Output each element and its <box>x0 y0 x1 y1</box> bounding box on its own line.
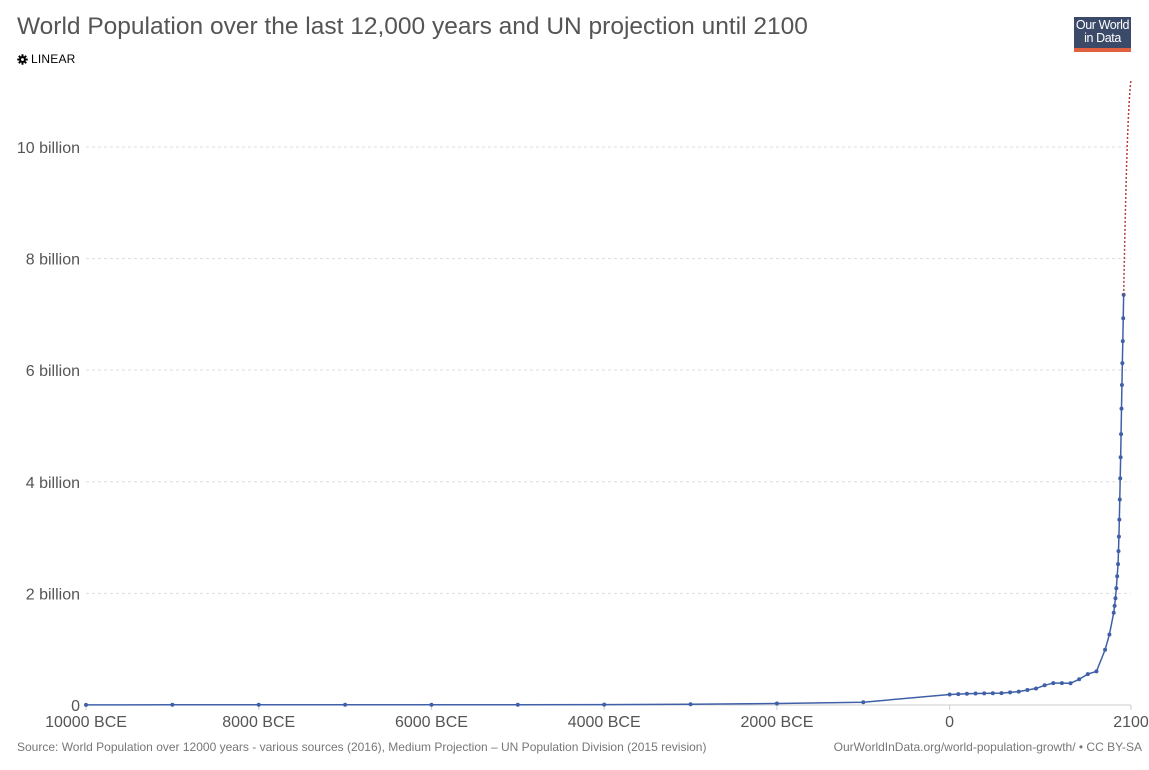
series-group <box>84 79 1132 707</box>
data-point[interactable] <box>1121 316 1126 321</box>
data-point[interactable] <box>1113 596 1118 601</box>
data-point[interactable] <box>429 702 434 707</box>
y-tick-label: 6 billion <box>26 363 80 380</box>
data-point[interactable] <box>1112 603 1117 608</box>
x-tick-label: 4000 BCE <box>568 714 641 731</box>
logo-line-1: Our World <box>1075 18 1130 32</box>
data-point[interactable] <box>170 702 175 707</box>
data-point[interactable] <box>1120 361 1125 366</box>
logo-accent-bar <box>1074 48 1131 52</box>
data-point[interactable] <box>1107 632 1112 637</box>
data-point[interactable] <box>1103 647 1108 652</box>
data-point[interactable] <box>1051 681 1056 686</box>
data-point[interactable] <box>1114 586 1119 591</box>
data-point[interactable] <box>1042 683 1047 688</box>
data-point[interactable] <box>1077 677 1082 682</box>
data-point[interactable] <box>990 691 995 696</box>
population-series-line <box>85 294 1125 706</box>
data-point[interactable] <box>1117 497 1122 502</box>
data-point[interactable] <box>343 702 348 707</box>
data-point[interactable] <box>999 691 1004 696</box>
our-world-in-data-logo[interactable]: Our World in Data <box>1074 17 1131 52</box>
x-tick-label: 6000 BCE <box>395 714 468 731</box>
logo-line-2: in Data <box>1084 31 1121 45</box>
data-point[interactable] <box>973 691 978 696</box>
data-point[interactable] <box>1120 339 1125 344</box>
chart-title: World Population over the last 12,000 ye… <box>17 13 808 40</box>
data-point[interactable] <box>1085 672 1090 677</box>
data-point[interactable] <box>861 700 866 705</box>
data-point[interactable] <box>1118 455 1123 460</box>
x-tick-label: 10000 BCE <box>45 714 127 731</box>
y-tick-label: 10 billion <box>17 140 80 157</box>
data-point[interactable] <box>1115 574 1120 579</box>
data-point[interactable] <box>1116 534 1121 539</box>
data-point[interactable] <box>84 702 88 707</box>
data-point[interactable] <box>1034 686 1038 691</box>
data-point[interactable] <box>774 701 779 706</box>
data-point[interactable] <box>515 702 520 707</box>
data-point[interactable] <box>1068 681 1073 686</box>
y-tick-label: 8 billion <box>26 252 80 269</box>
data-point[interactable] <box>1059 681 1064 686</box>
y-tick-label: 0 <box>71 698 80 715</box>
data-point[interactable] <box>947 692 952 697</box>
y-axis: 0 2 billion 4 billion 6 billion 8 billion 10 … <box>17 140 80 715</box>
data-point[interactable] <box>964 691 969 696</box>
y-tick-label: 4 billion <box>26 475 80 492</box>
data-point[interactable] <box>256 702 261 707</box>
x-tick-label: 8000 BCE <box>222 714 295 731</box>
x-tick-label: 2000 BCE <box>740 714 813 731</box>
data-point[interactable] <box>1116 549 1121 554</box>
data-point[interactable] <box>956 692 961 697</box>
gear-icon <box>17 53 28 65</box>
data-point[interactable] <box>1118 476 1123 481</box>
source-note: Source: World Population over 12000 year… <box>17 740 707 754</box>
data-point[interactable] <box>1025 687 1030 692</box>
x-tick-label: 2100 <box>1113 714 1149 731</box>
data-point[interactable] <box>1119 382 1124 387</box>
data-point[interactable] <box>982 691 987 696</box>
projection-series-line <box>1122 79 1132 295</box>
data-point[interactable] <box>602 702 607 707</box>
data-point[interactable] <box>1116 562 1121 567</box>
data-point[interactable] <box>1119 432 1124 437</box>
license-link[interactable]: OurWorldInData.org/world-population-grow… <box>833 740 1142 754</box>
data-point[interactable] <box>1111 610 1116 615</box>
data-point[interactable] <box>1008 690 1013 695</box>
data-point[interactable] <box>1117 517 1122 522</box>
grid-lines <box>86 146 1131 594</box>
linear-scale-toggle[interactable]: LINEAR <box>17 52 76 66</box>
data-point[interactable] <box>1094 669 1099 674</box>
scale-toggle-label: LINEAR <box>31 52 76 66</box>
x-tick-label: 0 <box>945 714 954 731</box>
x-axis: 10000 BCE 8000 BCE 6000 BCE 4000 BCE 2000 BC… <box>45 704 1149 731</box>
y-tick-label: 2 billion <box>26 586 80 603</box>
data-point[interactable] <box>688 702 693 707</box>
data-point[interactable] <box>1016 689 1021 694</box>
data-point[interactable] <box>1119 406 1124 411</box>
